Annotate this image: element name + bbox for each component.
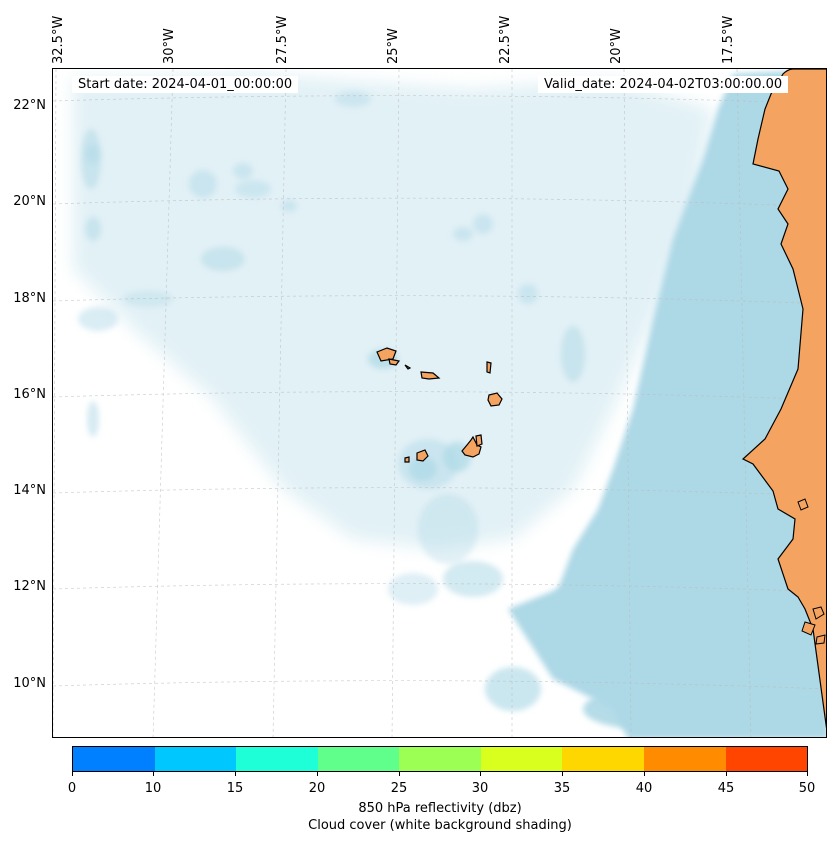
cape-verde-islands — [376, 347, 503, 463]
colorbar-tick-45: 45 — [717, 781, 735, 796]
colorbar-tick-mark — [317, 772, 318, 776]
colorbar-tick-mark — [399, 772, 400, 776]
colorbar-tick-15: 15 — [226, 781, 244, 796]
colorbar-label-cloud-cover: Cloud cover (white background shading) — [308, 818, 572, 833]
colorbar-segment-6 — [562, 747, 644, 771]
colorbar-tick-10: 10 — [144, 781, 162, 796]
colorbar-tick-mark — [562, 772, 563, 776]
colorbar — [72, 746, 808, 772]
colorbar-tick-mark — [807, 772, 808, 776]
colorbar-segment-1 — [154, 747, 237, 771]
start-date-label: Start date: 2024-04-01_00:00:00 — [72, 76, 299, 93]
colorbar-tick-35: 35 — [553, 781, 571, 796]
lon-label-27-5w: 27.5°W — [275, 15, 290, 64]
cloud-mass — [508, 69, 826, 737]
colorbar-tick-mark — [72, 772, 73, 776]
colorbar-tick-mark — [644, 772, 645, 776]
colorbar-tick-0: 0 — [67, 781, 77, 796]
cloud-haze — [73, 74, 713, 549]
africa-islets — [797, 498, 826, 645]
lat-label-14n: 14°N — [13, 483, 46, 498]
lon-label-32-5w: 32.5°W — [51, 15, 66, 64]
africa-landmass — [741, 69, 826, 729]
colorbar-segment-4 — [399, 747, 481, 771]
colorbar-tick-mark — [153, 772, 154, 776]
colorbar-tick-25: 25 — [390, 781, 408, 796]
lat-label-10n: 10°N — [13, 676, 46, 691]
colorbar-segment-2 — [236, 747, 318, 771]
lon-label-25w: 25°W — [386, 28, 401, 64]
lat-label-16n: 16°N — [13, 387, 46, 402]
colorbar-tick-20: 20 — [308, 781, 326, 796]
colorbar-segment-7 — [643, 747, 726, 771]
valid-date-label: Valid_date: 2024-04-02T03:00:00.00 — [538, 76, 789, 93]
lon-label-22-5w: 22.5°W — [498, 15, 513, 64]
colorbar-tick-mark — [235, 772, 236, 776]
lon-label-30w: 30°W — [162, 28, 177, 64]
colorbar-segment-5 — [480, 747, 563, 771]
colorbar-segment-3 — [317, 747, 400, 771]
map-panel — [52, 68, 827, 738]
map-canvas — [53, 69, 826, 737]
lon-label-17-5w: 17.5°W — [721, 15, 736, 64]
gridlines — [53, 69, 826, 737]
colorbar-tick-mark — [480, 772, 481, 776]
colorbar-tick-40: 40 — [635, 781, 653, 796]
colorbar-tick-mark — [726, 772, 727, 776]
colorbar-tick-50: 50 — [798, 781, 816, 796]
lat-label-12n: 12°N — [13, 579, 46, 594]
lon-label-20w: 20°W — [609, 28, 624, 64]
colorbar-tick-30: 30 — [471, 781, 489, 796]
lat-label-20n: 20°N — [13, 194, 46, 209]
lat-label-22n: 22°N — [13, 98, 46, 113]
colorbar-segment-0 — [73, 747, 155, 771]
lat-label-18n: 18°N — [13, 291, 46, 306]
colorbar-segment-8 — [725, 747, 808, 771]
colorbar-label-reflectivity: 850 hPa reflectivity (dbz) — [358, 801, 522, 816]
